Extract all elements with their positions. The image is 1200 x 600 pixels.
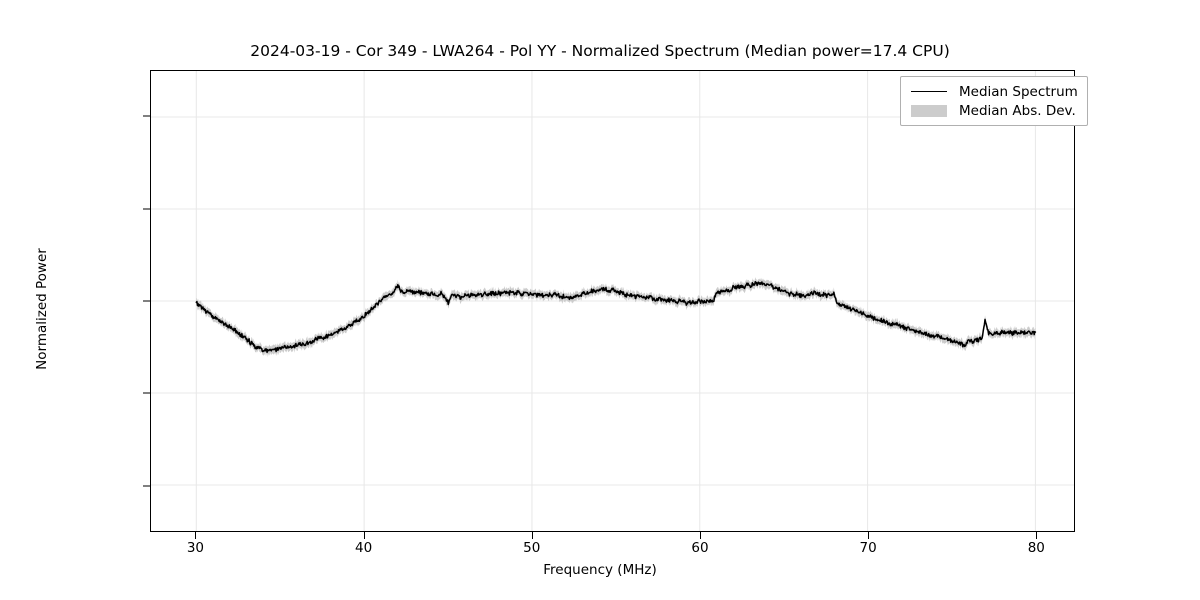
legend-line-swatch xyxy=(909,90,949,93)
x-tick-label: 30 xyxy=(186,540,204,556)
x-axis-label: Frequency (MHz) xyxy=(543,562,657,578)
y-axis-label: Normalized Power xyxy=(34,248,50,370)
x-tick-label: 40 xyxy=(354,540,373,556)
x-tick-label: 50 xyxy=(523,540,541,556)
grid-lines xyxy=(151,71,1074,531)
legend-label-median-abs-dev: Median Abs. Dev. xyxy=(959,102,1076,119)
plot-canvas xyxy=(151,71,1074,531)
x-tick-label: 80 xyxy=(1027,540,1045,556)
x-tick-label: 70 xyxy=(859,540,877,556)
legend-item-median-spectrum: Median Spectrum xyxy=(909,82,1078,101)
chart-legend: Median Spectrum Median Abs. Dev. xyxy=(900,76,1088,126)
legend-label-median-spectrum: Median Spectrum xyxy=(959,83,1078,100)
x-tick-mark xyxy=(195,532,197,539)
x-tick-mark xyxy=(868,532,870,539)
y-tick-mark xyxy=(143,300,150,302)
median-spectrum-line xyxy=(195,280,1037,354)
plot-area xyxy=(150,70,1075,532)
y-tick-mark xyxy=(143,208,150,210)
x-tick-label: 60 xyxy=(691,540,709,556)
chart-title: 2024-03-19 - Cor 349 - LWA264 - Pol YY -… xyxy=(250,42,950,60)
x-tick-mark xyxy=(531,532,533,539)
x-tick-mark xyxy=(699,532,701,539)
legend-item-median-abs-dev: Median Abs. Dev. xyxy=(909,101,1078,120)
y-tick-mark xyxy=(143,392,150,394)
y-tick-mark xyxy=(143,115,150,117)
x-tick-mark xyxy=(1036,532,1038,539)
y-tick-mark xyxy=(143,485,150,487)
x-tick-mark xyxy=(363,532,365,539)
legend-band-swatch xyxy=(909,104,949,117)
median-abs-dev-band xyxy=(196,277,1036,358)
